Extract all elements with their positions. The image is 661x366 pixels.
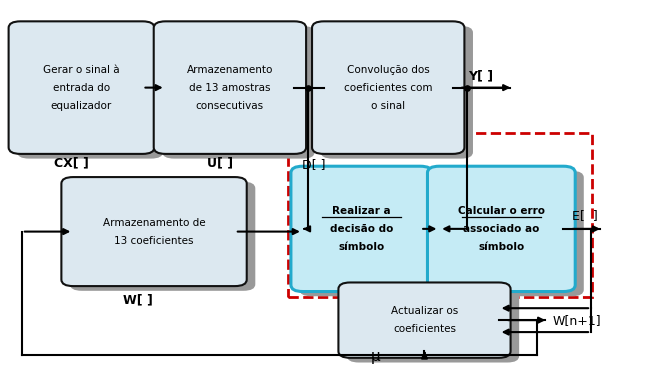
Text: E[  ]: E[ ]: [572, 209, 598, 221]
Text: entrada do: entrada do: [53, 83, 110, 93]
FancyBboxPatch shape: [312, 21, 465, 154]
Text: Convolução dos: Convolução dos: [347, 64, 430, 75]
Text: o sinal: o sinal: [371, 101, 405, 111]
FancyBboxPatch shape: [291, 166, 432, 292]
FancyBboxPatch shape: [321, 26, 473, 158]
Text: símbolo: símbolo: [478, 242, 524, 252]
Text: D[ ]: D[ ]: [302, 158, 326, 171]
Text: coeficientes com: coeficientes com: [344, 83, 432, 93]
Text: 13 coeficientes: 13 coeficientes: [114, 236, 194, 246]
Text: Actualizar os: Actualizar os: [391, 306, 458, 316]
Text: μ: μ: [371, 349, 380, 364]
FancyBboxPatch shape: [61, 177, 247, 286]
Text: Realizar a: Realizar a: [332, 206, 391, 216]
Text: associado ao: associado ao: [463, 224, 539, 234]
Text: Gerar o sinal à: Gerar o sinal à: [43, 64, 120, 75]
Text: equalizador: equalizador: [51, 101, 112, 111]
FancyBboxPatch shape: [436, 171, 584, 296]
FancyBboxPatch shape: [347, 287, 519, 362]
FancyBboxPatch shape: [154, 21, 306, 154]
FancyBboxPatch shape: [17, 26, 163, 158]
Text: CX[ ]: CX[ ]: [54, 156, 89, 169]
Text: Armazenamento de: Armazenamento de: [102, 217, 206, 228]
Text: W[n+1]: W[n+1]: [552, 314, 601, 326]
FancyBboxPatch shape: [338, 283, 510, 358]
Text: Armazenamento: Armazenamento: [186, 64, 273, 75]
FancyBboxPatch shape: [163, 26, 315, 158]
Text: decisão do: decisão do: [330, 224, 393, 234]
Text: símbolo: símbolo: [338, 242, 385, 252]
Text: coeficientes: coeficientes: [393, 324, 456, 334]
Text: W[ ]: W[ ]: [123, 293, 153, 306]
Text: consecutivas: consecutivas: [196, 101, 264, 111]
Text: U[ ]: U[ ]: [208, 156, 233, 169]
Text: de 13 amostras: de 13 amostras: [189, 83, 270, 93]
Text: Calcular o erro: Calcular o erro: [458, 206, 545, 216]
Text: Y[ ]: Y[ ]: [469, 70, 494, 82]
FancyBboxPatch shape: [9, 21, 155, 154]
FancyBboxPatch shape: [428, 166, 575, 292]
FancyBboxPatch shape: [70, 182, 255, 291]
FancyBboxPatch shape: [299, 171, 441, 296]
